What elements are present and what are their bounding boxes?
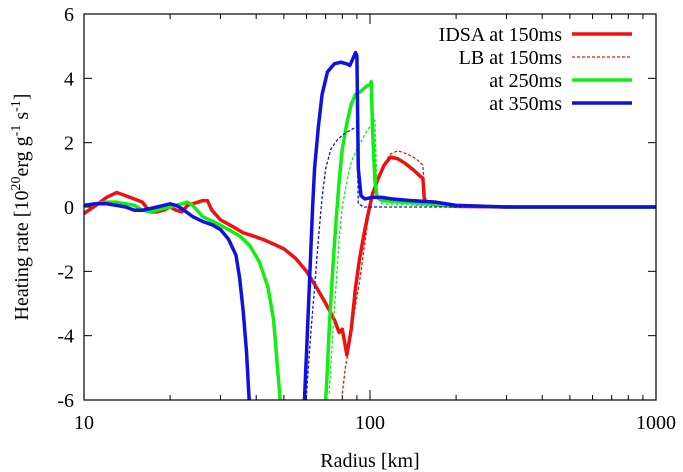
series-line-at-350ms-b <box>302 50 656 400</box>
x-tick-label: 1000 <box>636 412 676 434</box>
x-tick-label: 100 <box>355 412 385 434</box>
x-axis-title: Radius [km] <box>320 450 419 472</box>
y-title-part: erg g <box>11 136 33 176</box>
series-line-at-350ms-lb <box>305 125 656 394</box>
legend-label: IDSA at 150ms <box>439 24 563 46</box>
series-line-at-250ms-b <box>323 79 656 400</box>
y-tick-label: -6 <box>57 390 74 412</box>
series-line-at-250ms <box>84 200 282 400</box>
tick-labels: -6 -4 -2 0 2 4 6 10 100 1000 <box>57 4 676 434</box>
y-title-part: Heating rate [10 <box>11 191 33 321</box>
y-tick-label: -2 <box>57 261 74 283</box>
series-layer <box>84 50 656 400</box>
legend-label: LB at 150ms <box>459 47 563 69</box>
y-title-superscript: -1 <box>9 100 24 112</box>
y-title-part: ] <box>11 94 33 101</box>
y-tick-label: 4 <box>64 68 74 90</box>
x-tick-label: 10 <box>74 412 94 434</box>
y-tick-label: 6 <box>64 4 74 26</box>
y-tick-label: 2 <box>64 133 74 155</box>
y-tick-label: -4 <box>57 326 74 348</box>
y-title-part: s <box>11 112 33 125</box>
y-title-superscript: 20 <box>9 177 24 191</box>
legend-label: at 250ms <box>489 70 562 92</box>
legend-label: at 350ms <box>489 93 562 115</box>
series-line-at-350ms <box>84 202 251 400</box>
y-tick-label: 0 <box>64 197 74 219</box>
y-title-superscript: -1 <box>9 125 24 137</box>
plot-frame <box>83 13 657 401</box>
y-axis-title: Heating rate [1020erg g-1 s-1] <box>9 94 33 321</box>
